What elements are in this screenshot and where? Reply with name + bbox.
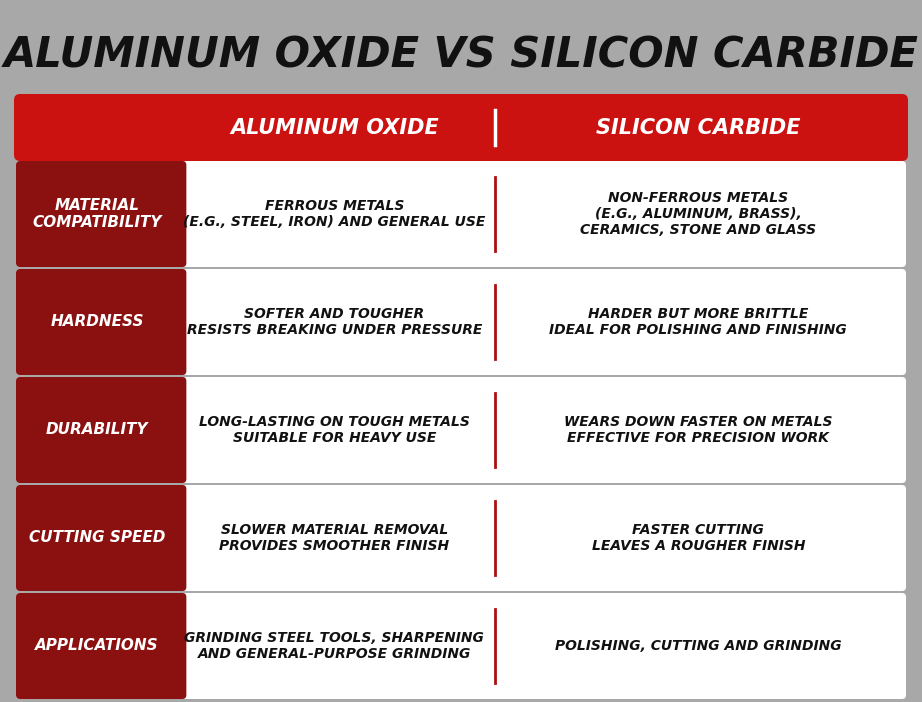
FancyBboxPatch shape (16, 161, 906, 267)
Text: GRINDING STEEL TOOLS, SHARPENING
AND GENERAL-PURPOSE GRINDING: GRINDING STEEL TOOLS, SHARPENING AND GEN… (184, 631, 484, 661)
FancyBboxPatch shape (16, 269, 906, 375)
Bar (172, 598, 184, 694)
FancyBboxPatch shape (16, 593, 906, 699)
Text: ALUMINUM OXIDE VS SILICON CARBIDE: ALUMINUM OXIDE VS SILICON CARBIDE (4, 34, 918, 76)
Text: SOFTER AND TOUGHER
RESISTS BREAKING UNDER PRESSURE: SOFTER AND TOUGHER RESISTS BREAKING UNDE… (187, 307, 482, 337)
FancyBboxPatch shape (16, 593, 186, 699)
Text: SILICON CARBIDE: SILICON CARBIDE (596, 117, 800, 138)
Text: HARDNESS: HARDNESS (51, 314, 144, 329)
FancyBboxPatch shape (16, 377, 186, 483)
Text: SLOWER MATERIAL REMOVAL
PROVIDES SMOOTHER FINISH: SLOWER MATERIAL REMOVAL PROVIDES SMOOTHE… (219, 523, 450, 553)
FancyBboxPatch shape (16, 485, 186, 591)
Text: ALUMINUM OXIDE: ALUMINUM OXIDE (230, 117, 439, 138)
FancyBboxPatch shape (16, 377, 906, 483)
Bar (172, 490, 184, 586)
Bar (172, 274, 184, 370)
Text: LONG-LASTING ON TOUGH METALS
SUITABLE FOR HEAVY USE: LONG-LASTING ON TOUGH METALS SUITABLE FO… (199, 415, 470, 445)
Text: NON-FERROUS METALS
(E.G., ALUMINUM, BRASS),
CERAMICS, STONE AND GLASS: NON-FERROUS METALS (E.G., ALUMINUM, BRAS… (580, 191, 816, 237)
Text: CUTTING SPEED: CUTTING SPEED (29, 531, 165, 545)
Text: MATERIAL
COMPATIBILITY: MATERIAL COMPATIBILITY (32, 198, 162, 230)
Text: POLISHING, CUTTING AND GRINDING: POLISHING, CUTTING AND GRINDING (555, 639, 842, 653)
FancyBboxPatch shape (16, 161, 186, 267)
Text: WEARS DOWN FASTER ON METALS
EFFECTIVE FOR PRECISION WORK: WEARS DOWN FASTER ON METALS EFFECTIVE FO… (564, 415, 833, 445)
FancyBboxPatch shape (16, 485, 906, 591)
Bar (172, 382, 184, 478)
Text: FASTER CUTTING
LEAVES A ROUGHER FINISH: FASTER CUTTING LEAVES A ROUGHER FINISH (592, 523, 805, 553)
FancyBboxPatch shape (14, 94, 908, 161)
Text: FERROUS METALS
(E.G., STEEL, IRON) AND GENERAL USE: FERROUS METALS (E.G., STEEL, IRON) AND G… (183, 199, 486, 229)
FancyBboxPatch shape (16, 269, 186, 375)
Text: HARDER BUT MORE BRITTLE
IDEAL FOR POLISHING AND FINISHING: HARDER BUT MORE BRITTLE IDEAL FOR POLISH… (550, 307, 847, 337)
Text: DURABILITY: DURABILITY (46, 423, 148, 437)
Bar (172, 166, 184, 262)
Text: APPLICATIONS: APPLICATIONS (35, 639, 159, 654)
